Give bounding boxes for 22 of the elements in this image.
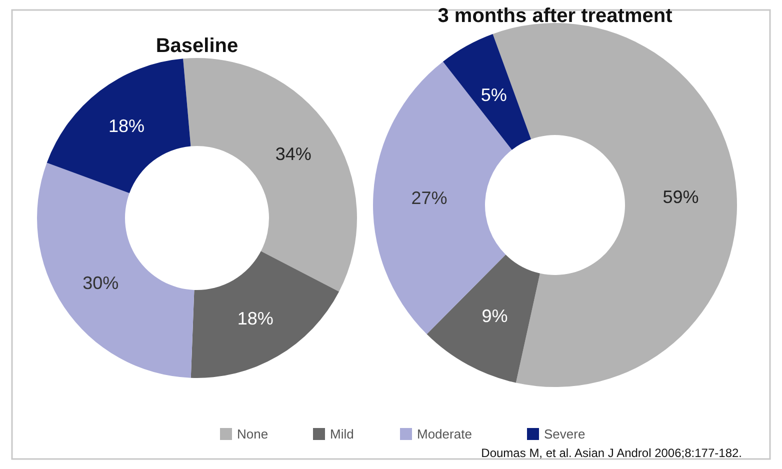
donut-slice xyxy=(183,58,357,292)
data-label: 34% xyxy=(275,144,312,164)
data-label: 18% xyxy=(237,308,274,329)
text: Doumas M, et al. Asian J Androl 2006;8:177-182. xyxy=(481,446,742,460)
donut-slice xyxy=(442,34,532,150)
chart-title: 3 months after treatment xyxy=(438,5,673,27)
legend-label: Severe xyxy=(544,426,586,442)
data-label: 30% xyxy=(82,272,119,293)
donut-slice xyxy=(426,254,540,383)
donut-slice xyxy=(373,62,512,334)
donut-slice xyxy=(37,162,194,378)
legend-label: None xyxy=(237,426,268,442)
donut-slice xyxy=(46,58,191,194)
legend-label: Moderate xyxy=(417,426,472,442)
donut-slice xyxy=(190,251,340,378)
chart-title: Baseline xyxy=(156,35,238,57)
data-label: 5% xyxy=(480,85,507,106)
data-label: 59% xyxy=(662,186,699,207)
data-label: 9% xyxy=(482,306,508,326)
data-label: 18% xyxy=(108,116,145,136)
data-label: 27% xyxy=(411,188,448,208)
legend-label: Mild xyxy=(330,426,354,442)
